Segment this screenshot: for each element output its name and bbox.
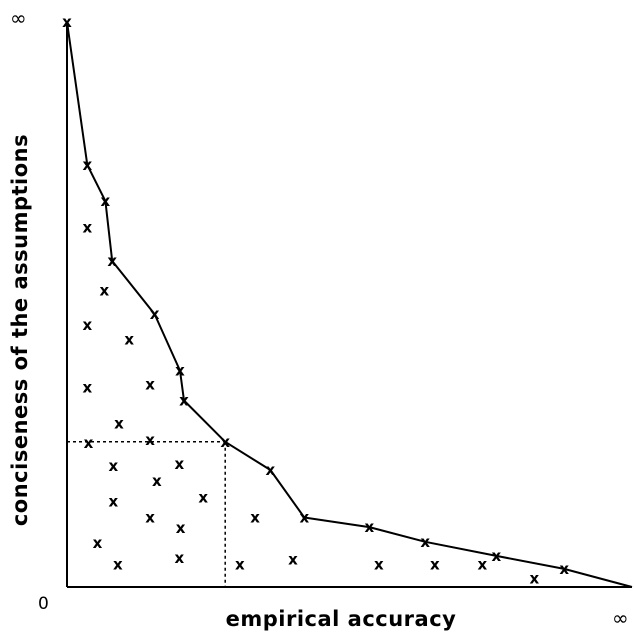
- interior-point: x: [374, 555, 384, 573]
- frontier-point: x: [175, 362, 185, 380]
- interior-point: x: [84, 434, 94, 452]
- frontier-point: x: [420, 533, 430, 551]
- interior-point: x: [145, 431, 155, 449]
- interior-point: x: [430, 555, 440, 573]
- frontier-point: x: [559, 560, 569, 578]
- interior-point: x: [198, 489, 208, 507]
- frontier-point: x: [492, 547, 502, 565]
- y-axis-infinity-label: ∞: [10, 6, 27, 30]
- dashed-guides: [67, 441, 226, 587]
- x-axis-label: empirical accuracy: [225, 607, 457, 631]
- frontier-point: x: [220, 433, 230, 451]
- interior-point: x: [176, 519, 186, 537]
- interior-point: x: [529, 570, 539, 588]
- interior-point: x: [82, 219, 92, 237]
- y-axis-label: conciseness of the assumptions: [8, 133, 32, 527]
- interior-point: x: [235, 555, 245, 573]
- interior-point: x: [124, 331, 134, 349]
- interior-point: x: [288, 550, 298, 568]
- frontier-point: x: [107, 252, 117, 270]
- interior-point: x: [108, 457, 118, 475]
- frontier-point: x: [364, 518, 374, 536]
- interior-point: x: [82, 316, 92, 334]
- frontier-point: x: [299, 509, 309, 527]
- frontier-point: x: [179, 392, 189, 410]
- interior-point: x: [152, 472, 162, 490]
- frontier-point: x: [62, 13, 72, 31]
- interior-point: x: [113, 555, 123, 573]
- x-axis-infinity-label: ∞: [612, 606, 629, 630]
- interior-point: x: [93, 534, 103, 552]
- interior-point: x: [175, 549, 185, 567]
- origin-label: 0: [38, 594, 49, 614]
- interior-point: x: [99, 281, 109, 299]
- frontier-point: x: [266, 461, 276, 479]
- interior-point: x: [175, 455, 185, 473]
- interior-point: x: [477, 555, 487, 573]
- frontier-point: x: [150, 305, 160, 323]
- frontier-point: x: [101, 192, 111, 210]
- interior-point: x: [250, 509, 260, 527]
- interior-point: x: [114, 415, 124, 433]
- interior-point: x: [145, 376, 155, 394]
- interior-point: x: [82, 379, 92, 397]
- interior-point: x: [145, 509, 155, 527]
- frontier-line: [66, 21, 633, 588]
- frontier-point: x: [82, 156, 92, 174]
- interior-point: x: [108, 493, 118, 511]
